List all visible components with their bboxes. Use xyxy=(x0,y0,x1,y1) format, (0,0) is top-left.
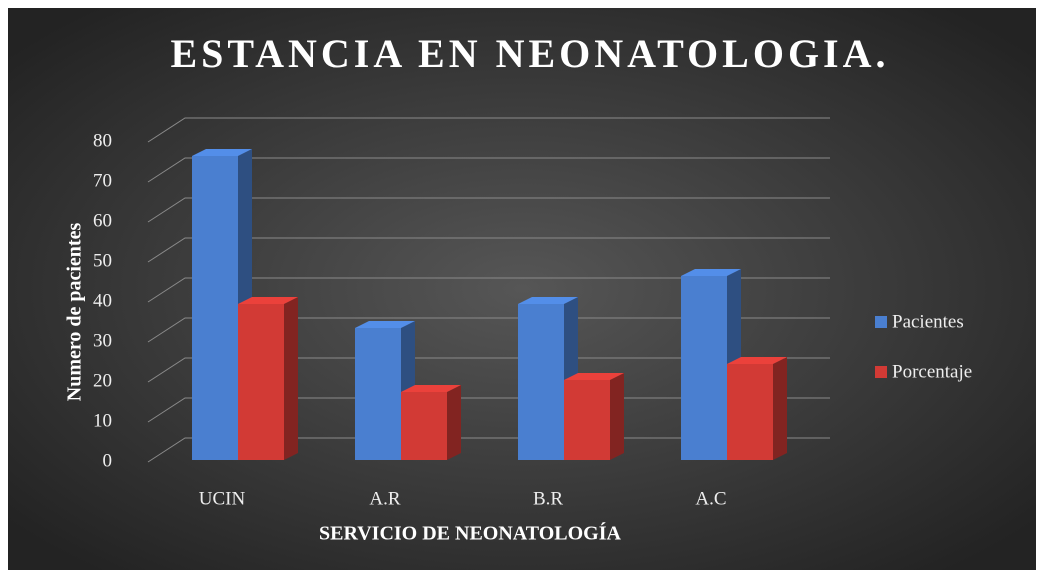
bar-side xyxy=(284,297,298,460)
bar-top xyxy=(518,297,578,304)
bar xyxy=(564,373,624,460)
y-tick-label: 0 xyxy=(103,450,113,471)
bar xyxy=(238,297,298,460)
bar-side xyxy=(447,385,461,460)
y-tick-label: 70 xyxy=(93,170,112,191)
legend-swatch xyxy=(875,366,887,378)
grid-line xyxy=(147,197,830,223)
bar-top xyxy=(681,269,741,276)
legend-swatch xyxy=(875,316,887,328)
bar-front xyxy=(355,328,401,460)
grid-line xyxy=(147,117,830,143)
bar-top xyxy=(401,385,461,392)
legend-label: Porcentaje xyxy=(892,361,972,382)
x-tick-label: A.R xyxy=(369,488,400,509)
y-tick-label: 30 xyxy=(93,330,112,351)
y-tick-label: 60 xyxy=(93,210,112,231)
bar-front xyxy=(681,276,727,460)
grid-line xyxy=(147,277,830,303)
chart-background xyxy=(8,8,1036,570)
x-tick-label: A.C xyxy=(695,488,726,509)
y-tick-label: 80 xyxy=(93,130,112,151)
y-tick-label: 40 xyxy=(93,290,112,311)
bar-top xyxy=(192,149,252,156)
bar-front xyxy=(192,156,238,460)
x-tick-label: UCIN xyxy=(199,488,246,509)
bar-front xyxy=(727,364,773,460)
grid-line xyxy=(147,157,830,183)
bar-front xyxy=(518,304,564,460)
bar-front xyxy=(564,380,610,460)
grid-line xyxy=(147,317,830,343)
y-tick-label: 10 xyxy=(93,410,112,431)
y-tick-label: 50 xyxy=(93,250,112,271)
bar-side xyxy=(610,373,624,460)
bar xyxy=(727,357,787,460)
bar-top xyxy=(238,297,298,304)
x-axis-label: SERVICIO DE NEONATOLOGÍA xyxy=(319,522,622,545)
y-tick-label: 20 xyxy=(93,370,112,391)
bar-front xyxy=(238,304,284,460)
bar-side xyxy=(773,357,787,460)
bar-top xyxy=(564,373,624,380)
grid-line xyxy=(147,357,830,383)
y-axis-label: Numero de pacientes xyxy=(64,223,86,402)
grid-line xyxy=(147,237,830,263)
legend-label: Pacientes xyxy=(892,311,964,332)
bar xyxy=(681,269,741,460)
chart-title: ESTANCIA EN NEONATOLOGIA. xyxy=(170,31,889,76)
bar-top xyxy=(355,321,415,328)
x-tick-label: B.R xyxy=(533,488,563,509)
bar xyxy=(401,385,461,460)
bar-top xyxy=(727,357,787,364)
bar-front xyxy=(401,392,447,460)
